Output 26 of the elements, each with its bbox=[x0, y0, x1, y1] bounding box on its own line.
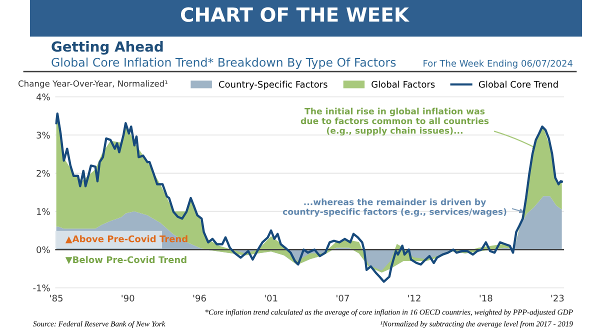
legend-label: Country-Specific Factors bbox=[218, 80, 328, 90]
x-tick-label: '12 bbox=[408, 294, 420, 302]
x-tick-label: '96 bbox=[193, 294, 206, 302]
annotation: ...whereas the remainder is driven by country-specific factors (e.g., services/wages) bbox=[282, 198, 506, 217]
x-tick-label: '07 bbox=[336, 294, 349, 302]
y-tick-label: -1% bbox=[33, 284, 50, 292]
y-tick-label: 0% bbox=[36, 246, 50, 254]
annotation: ▲Above Pre-Covid Trend bbox=[65, 235, 188, 244]
chart-subtitle: Global Core Inflation Trend* Breakdown By Type Of Factors bbox=[52, 58, 396, 70]
x-tick-label: '85 bbox=[50, 294, 62, 302]
text: CHART OF THE WEEK bbox=[180, 7, 410, 22]
y-tick-label: 2% bbox=[36, 170, 50, 177]
x-tick-label: '01 bbox=[264, 294, 278, 302]
annotation: ▼Below Pre-Covid Trend bbox=[65, 256, 186, 264]
legend-label: Global Factors bbox=[372, 80, 435, 88]
chart-title: Getting Ahead bbox=[52, 41, 163, 55]
legend-label: Global Core Trend bbox=[478, 80, 558, 88]
y-tick-label: 3% bbox=[36, 132, 50, 139]
annotation: The initial rise in global inflation was due to factors common to all countries (e.g., supply chain issues)... bbox=[300, 108, 489, 136]
x-tick-label: '23 bbox=[551, 294, 564, 302]
text: For The Week Ending 06/07/2024 bbox=[424, 60, 572, 68]
y-tick-label: 4% bbox=[36, 94, 50, 100]
y-tick-label: 1% bbox=[37, 208, 50, 215]
x-tick-label: '18 bbox=[480, 294, 492, 302]
y-axis-title: Change Year-Over-Year, Normalized¹ bbox=[18, 80, 168, 88]
x-tick-label: '90 bbox=[122, 294, 134, 302]
